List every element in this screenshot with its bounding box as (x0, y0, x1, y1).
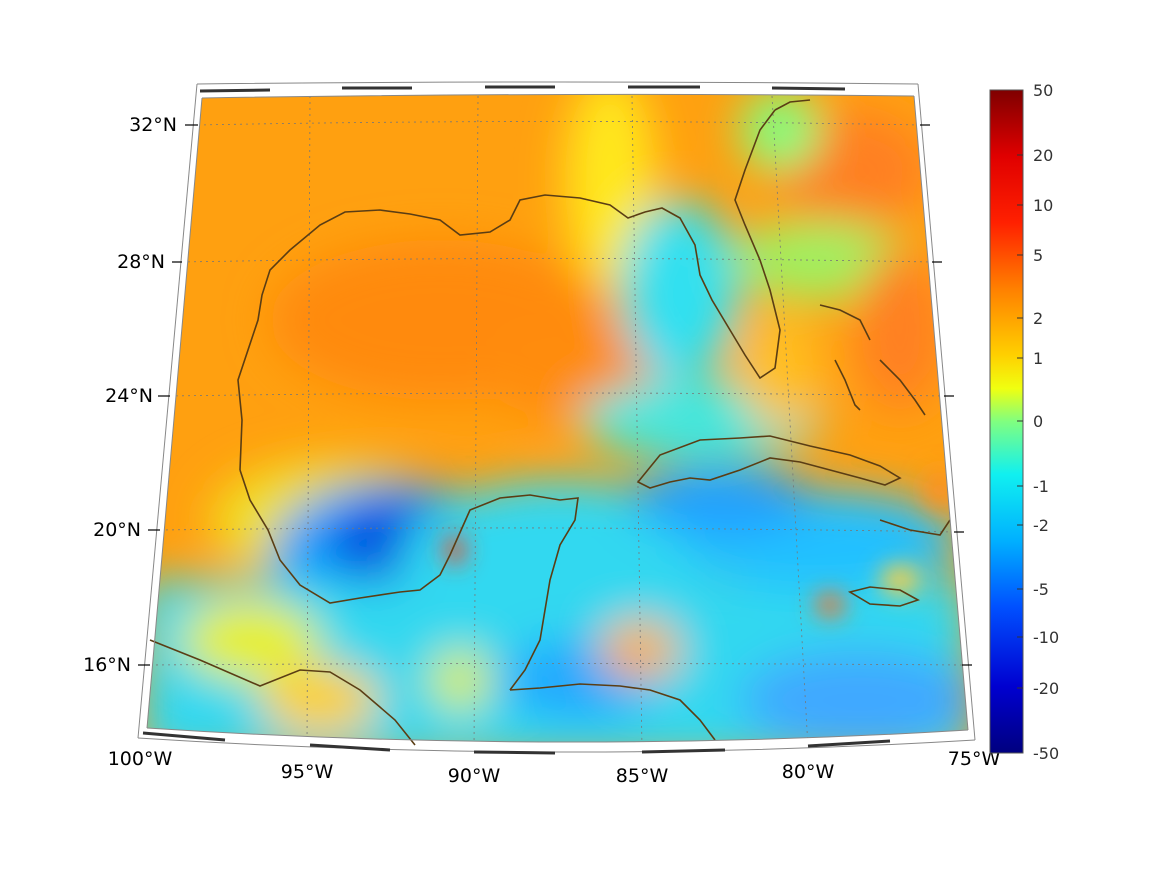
coastlines (149, 99, 951, 746)
colorbar-tick-label: -2 (1033, 516, 1049, 535)
colorbar-tick-label: -5 (1033, 580, 1049, 599)
lon-tick-label: 90°W (448, 765, 501, 787)
lat-tick-label: 16°N (83, 654, 131, 676)
lon-tick-label: 85°W (616, 765, 669, 787)
colorbar-tick-marks (1017, 154, 1023, 689)
colorbar-tick-label: -1 (1033, 477, 1049, 496)
lon-tick-label: 100°W (108, 748, 173, 770)
lon-tick-label: 95°W (281, 761, 334, 783)
colorbar-tick-label: 5 (1033, 246, 1043, 265)
colorbar-tick-label: 1 (1033, 349, 1043, 368)
lon-tick-label: 80°W (782, 761, 835, 783)
colorbar-tick-label: 2 (1033, 309, 1043, 328)
colorbar-tick-label: -20 (1033, 679, 1059, 698)
colorbar-tick-label: 20 (1033, 146, 1053, 165)
lon-tick-label: 75°W (948, 748, 1001, 770)
frame-segments (142, 85, 891, 755)
colorbar: 50 20 10 5 2 1 0 -1 -2 -5 -10 -20 -50 (989, 81, 1059, 763)
lat-tick-label: 20°N (93, 519, 141, 541)
colorbar-tick-label: -10 (1033, 628, 1059, 647)
lat-tick-label: 24°N (105, 385, 153, 407)
lat-tick-label: 28°N (117, 251, 165, 273)
graticule (149, 95, 963, 743)
colorbar-tick-label: 0 (1033, 412, 1043, 431)
lat-tick-label: 32°N (129, 114, 177, 136)
map-frame (137, 81, 976, 753)
lat-tick-marks (138, 124, 972, 666)
colorbar-tick-label: 10 (1033, 196, 1053, 215)
colorbar-tick-label: 50 (1033, 81, 1053, 100)
colorbar-tick-label: -50 (1033, 744, 1059, 763)
anomaly-field (147, 94, 968, 743)
